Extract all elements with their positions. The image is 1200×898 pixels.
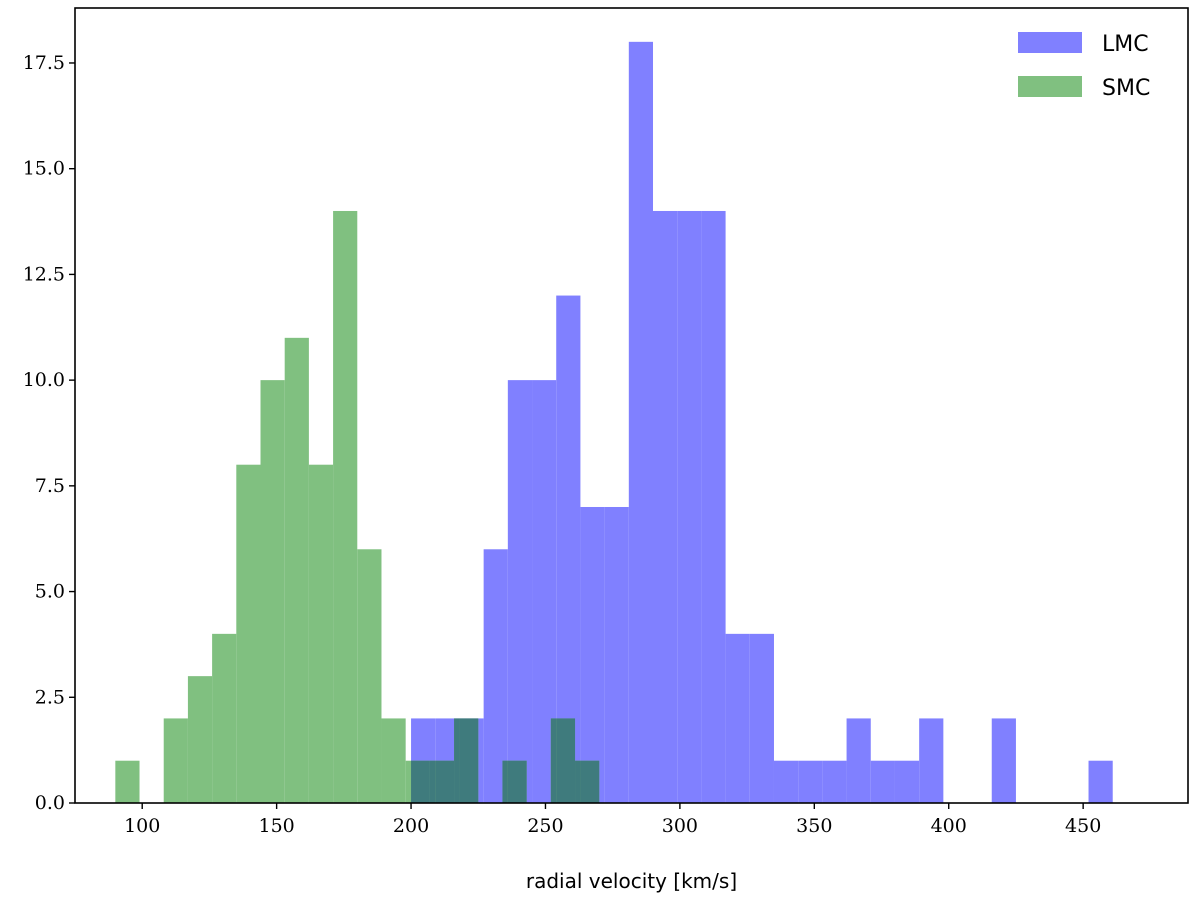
overlap-bar (454, 718, 460, 803)
smc-bar (187, 676, 213, 803)
lmc-bar (798, 760, 823, 803)
lmc-bar (1088, 760, 1113, 803)
x-tick-label: 450 (1065, 815, 1101, 837)
overlap-bar (459, 718, 479, 803)
lmc-bar (628, 41, 654, 804)
smc-bar (260, 380, 285, 803)
overlap-bar (429, 760, 436, 803)
y-tick-label: 15.0 (23, 158, 65, 180)
x-axis-label: radial velocity [km/s] (526, 869, 737, 893)
x-tick-label: 400 (931, 815, 967, 837)
lmc-bar (507, 380, 533, 803)
lmc-bar (725, 633, 750, 803)
smc-bar (381, 718, 406, 803)
y-tick-label: 17.5 (23, 52, 65, 74)
x-tick-label: 300 (662, 815, 698, 837)
overlap-bar (507, 760, 527, 803)
lmc-bar (870, 760, 895, 803)
smc-legend-swatch (1018, 76, 1082, 97)
legend: LMC SMC (1018, 32, 1150, 101)
lmc-bar (773, 760, 799, 803)
smc-bar (357, 549, 382, 803)
smc-bar (236, 464, 261, 803)
lmc-legend-swatch (1018, 32, 1082, 53)
y-axis-ticks: 0.0 2.5 5.0 7.5 10.0 12.5 15.0 17.5 (23, 52, 75, 814)
lmc-bar (580, 506, 605, 803)
x-tick-label: 350 (796, 815, 832, 837)
overlap-bar (580, 760, 600, 803)
overlap-bar (435, 760, 455, 803)
overlap-layer (411, 718, 600, 803)
x-tick-label: 250 (527, 815, 563, 837)
lmc-bar (894, 760, 920, 803)
smc-bar (163, 718, 188, 803)
lmc-bar (991, 718, 1016, 803)
smc-bar (212, 633, 237, 803)
overlap-bar (575, 760, 581, 803)
y-tick-label: 0.0 (35, 792, 65, 814)
y-tick-label: 2.5 (35, 686, 65, 708)
y-tick-label: 10.0 (23, 369, 65, 391)
bars-layer (115, 41, 1113, 804)
lmc-bar (919, 718, 944, 803)
x-tick-label: 200 (393, 815, 429, 837)
lmc-legend-label: LMC (1102, 32, 1149, 57)
overlap-bar (556, 718, 576, 803)
y-tick-label: 5.0 (35, 581, 65, 603)
x-tick-label: 150 (258, 815, 294, 837)
lmc-bar (749, 633, 774, 803)
lmc-bar (822, 760, 847, 803)
lmc-bar (846, 718, 871, 803)
smc-legend-label: SMC (1102, 76, 1150, 101)
lmc-bar (653, 210, 678, 803)
x-axis-ticks: 100 150 200 250 300 350 400 450 (124, 803, 1101, 837)
lmc-bar (677, 210, 702, 803)
lmc-bar (701, 210, 726, 803)
y-tick-label: 7.5 (35, 475, 65, 497)
overlap-bar (411, 760, 430, 803)
plot-frame (74, 7, 1189, 804)
smc-bar (308, 464, 334, 803)
x-tick-label: 100 (124, 815, 160, 837)
lmc-bar (604, 506, 629, 803)
smc-bar (284, 337, 309, 803)
y-tick-label: 12.5 (23, 263, 65, 285)
smc-bar (115, 760, 140, 803)
overlap-bar (502, 760, 508, 803)
overlap-bar (550, 718, 557, 803)
smc-bar (333, 210, 358, 803)
